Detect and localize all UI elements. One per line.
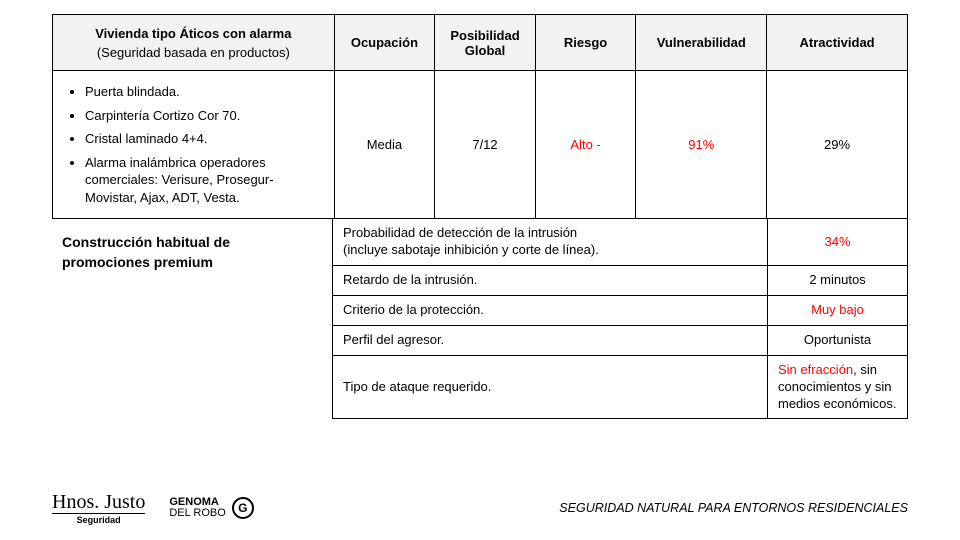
g-letter: G [238,501,247,515]
features-cell: Puerta blindada. Carpintería Cortizo Cor … [53,71,335,219]
g-icon: G [232,497,254,519]
detail-row: Criterio de la protección.Muy bajo [333,295,908,325]
col-ocupacion: Ocupación [334,15,435,71]
logo1-sub: Seguridad [52,513,145,524]
val-ocupacion: Media [334,71,435,219]
val-atractividad: 29% [767,71,908,219]
detail-row: Perfil del agresor.Oportunista [333,325,908,355]
logo1-text: Hnos. Justo [52,491,145,513]
main-table: Vivienda tipo Áticos con alarma (Segurid… [52,14,908,219]
val-riesgo: Alto - [535,71,636,219]
logos: Hnos. Justo Seguridad GENOMA DEL ROBO G [52,493,254,524]
detail-label: Perfil del agresor. [333,325,768,355]
col-atractividad: Atractividad [767,15,908,71]
feature-item: Puerta blindada. [85,83,324,101]
feature-item: Carpintería Cortizo Cor 70. [85,107,324,125]
logo2-text: GENOMA DEL ROBO [169,497,225,520]
detail-value: Sin efracción, sin conocimientos y sin m… [768,355,908,419]
footer: Hnos. Justo Seguridad GENOMA DEL ROBO G … [0,493,960,524]
header-title: Vivienda tipo Áticos con alarma [95,26,291,41]
header-title-cell: Vivienda tipo Áticos con alarma (Segurid… [53,15,335,71]
detail-row: Probabilidad de detección de la intrusió… [333,219,908,265]
header-row: Vivienda tipo Áticos con alarma (Segurid… [53,15,908,71]
detail-value: 34% [768,219,908,265]
footer-tagline: SEGURIDAD NATURAL PARA ENTORNOS RESIDENC… [559,501,908,515]
side-note: Construcción habitual de promociones pre… [52,219,332,419]
logo-genoma: GENOMA DEL ROBO G [169,497,253,520]
header-subtitle: (Seguridad basada en productos) [63,45,324,60]
detail-row: Retardo de la intrusión.2 minutos [333,266,908,296]
col-posibilidad: Posibilidad Global [435,15,536,71]
detail-table: Probabilidad de detección de la intrusió… [332,219,908,419]
detail-value: 2 minutos [768,266,908,296]
feature-item: Cristal laminado 4+4. [85,130,324,148]
lower-section: Construcción habitual de promociones pre… [52,219,908,419]
logo-hnos-justo: Hnos. Justo Seguridad [52,493,145,524]
detail-label: Tipo de ataque requerido. [333,355,768,419]
detail-value: Muy bajo [768,295,908,325]
detail-row: Tipo de ataque requerido.Sin efracción, … [333,355,908,419]
features-list: Puerta blindada. Carpintería Cortizo Cor … [63,83,324,206]
detail-label: Retardo de la intrusión. [333,266,768,296]
val-posibilidad: 7/12 [435,71,536,219]
detail-label: Probabilidad de detección de la intrusió… [333,219,768,265]
logo2-line2: DEL ROBO [169,507,225,519]
detail-label: Criterio de la protección. [333,295,768,325]
col-riesgo: Riesgo [535,15,636,71]
val-vulnerabilidad: 91% [636,71,767,219]
detail-value: Oportunista [768,325,908,355]
value-emphasis: Sin efracción [778,362,853,377]
feature-item: Alarma inalámbrica operadores comerciale… [85,154,324,207]
logo2-line1: GENOMA [169,496,219,508]
slide-content: Vivienda tipo Áticos con alarma (Segurid… [0,0,960,419]
detail-body: Probabilidad de detección de la intrusió… [333,219,908,419]
data-row: Puerta blindada. Carpintería Cortizo Cor … [53,71,908,219]
col-vulnerabilidad: Vulnerabilidad [636,15,767,71]
